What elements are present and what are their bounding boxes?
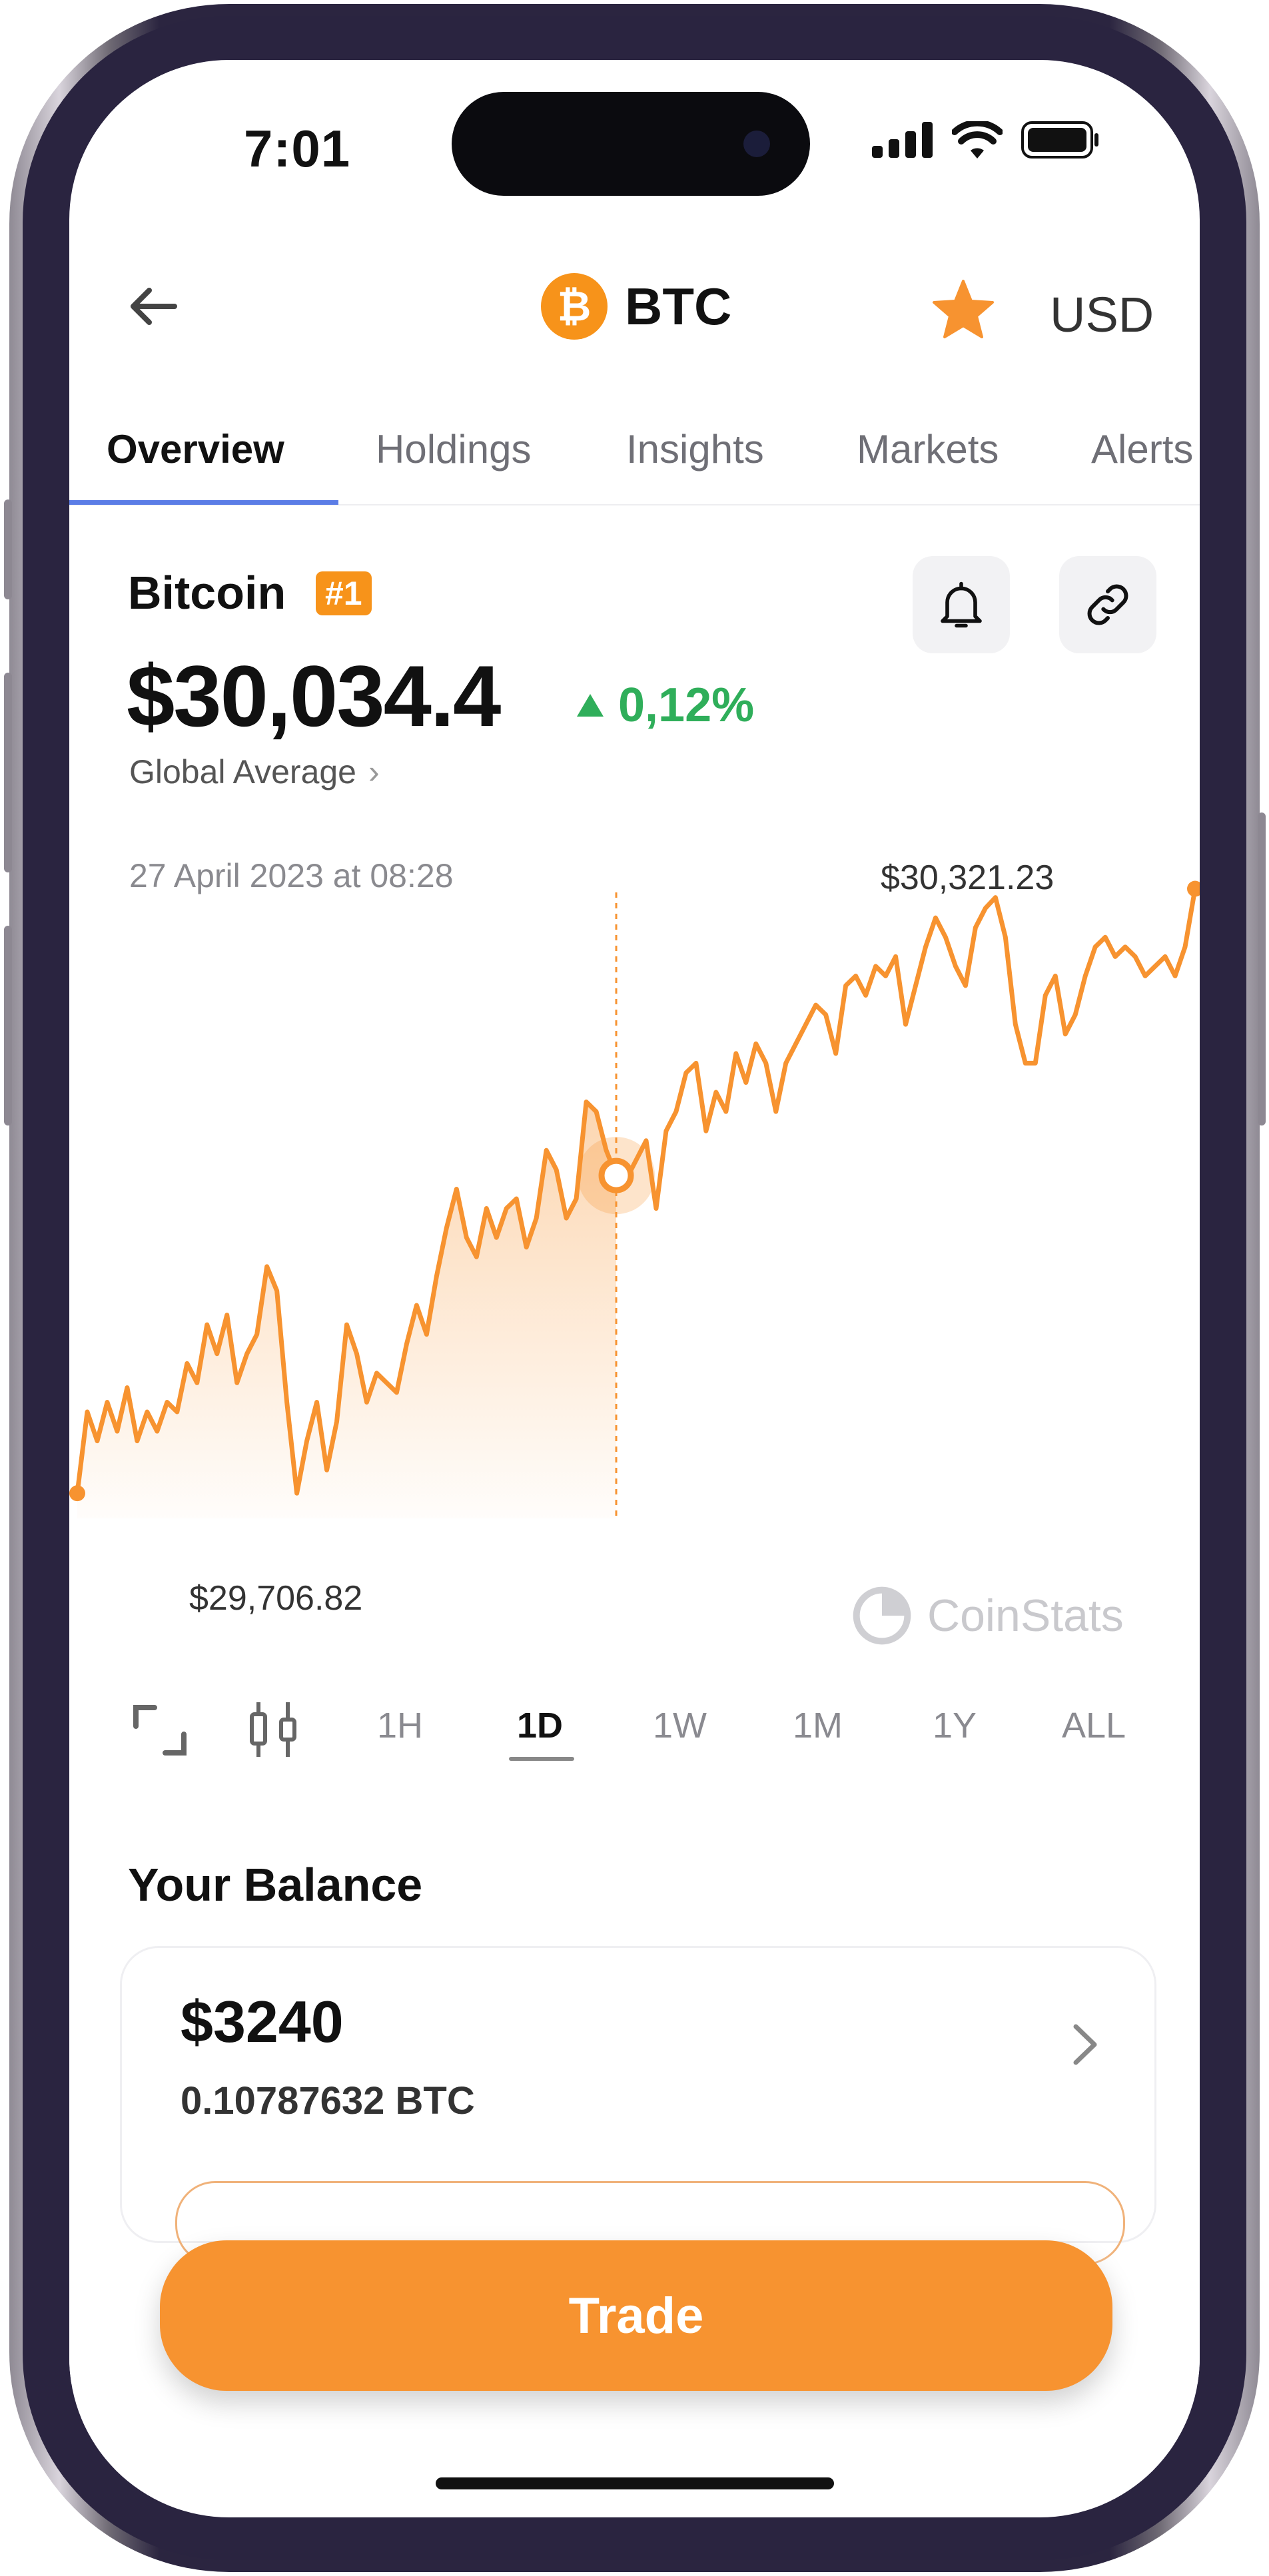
- share-link-button[interactable]: [1059, 556, 1156, 653]
- time-range-selector: 1H 1D 1W 1M 1Y ALL: [69, 1685, 1200, 1771]
- side-button-right: [1258, 812, 1266, 1126]
- side-button-left-1: [4, 499, 12, 599]
- currency-selector[interactable]: USD: [1050, 287, 1154, 342]
- rank-badge: #1: [316, 571, 372, 615]
- price-change: 0,12%: [577, 678, 754, 733]
- star-icon[interactable]: [931, 278, 995, 340]
- candlestick-icon[interactable]: [248, 1700, 301, 1760]
- side-button-left-3: [4, 926, 12, 1126]
- chart-series-line: [75, 886, 1198, 1496]
- home-indicator: [436, 2477, 834, 2489]
- expand-icon[interactable]: [133, 1705, 187, 1756]
- range-1d[interactable]: 1D: [517, 1706, 564, 1746]
- side-button-left-2: [4, 673, 12, 872]
- app-screen: 7:01 ₿ BTC USD: [69, 60, 1200, 2517]
- range-1m[interactable]: 1M: [793, 1706, 843, 1746]
- status-icons: [872, 121, 1100, 159]
- tab-alerts[interactable]: Alerts: [1091, 427, 1194, 472]
- coin-title: ₿ BTC: [541, 273, 731, 340]
- tab-holdings[interactable]: Holdings: [376, 427, 532, 472]
- tab-bar: Overview Holdings Insights Markets Alert…: [69, 400, 1200, 506]
- chart-min-point: [69, 1485, 85, 1502]
- dynamic-island: [452, 92, 810, 196]
- price-alert-button[interactable]: [913, 556, 1010, 653]
- price-source-label: Global Average: [129, 753, 356, 791]
- chart-max-label: $30,321.23: [881, 858, 1055, 897]
- link-icon: [1087, 584, 1128, 625]
- battery-icon: [1021, 121, 1098, 159]
- chart-selected-time: 27 April 2023 at 08:28: [129, 857, 454, 894]
- tab-insights[interactable]: Insights: [626, 427, 764, 472]
- app-header: ₿ BTC USD: [69, 260, 1200, 353]
- trade-button[interactable]: Trade: [160, 2240, 1112, 2391]
- balance-usd: $3240: [181, 1989, 344, 2055]
- range-all[interactable]: ALL: [1062, 1706, 1126, 1746]
- price-source-link[interactable]: Global Average ›: [129, 753, 380, 791]
- range-1y[interactable]: 1Y: [933, 1706, 977, 1746]
- wifi-icon: [952, 121, 1003, 159]
- signal-icon: [872, 122, 933, 158]
- chart-selected-point[interactable]: [598, 1157, 634, 1193]
- balance-card[interactable]: $3240 0.10787632 BTC: [120, 1946, 1156, 2265]
- chevron-right-icon: ›: [368, 753, 380, 791]
- tab-markets[interactable]: Markets: [857, 427, 999, 472]
- tab-divider: [69, 504, 1200, 505]
- coin-name: Bitcoin: [128, 567, 286, 619]
- up-triangle-icon: [577, 694, 604, 717]
- coinstats-logo-icon: [853, 1586, 911, 1645]
- arrow-left-icon[interactable]: [127, 285, 180, 328]
- coin-price: $30,034.4: [127, 647, 501, 745]
- range-1h[interactable]: 1H: [377, 1706, 424, 1746]
- tab-overview[interactable]: Overview: [107, 427, 284, 472]
- chart-min-label: $29,706.82: [189, 1579, 363, 1618]
- status-time: 7:01: [244, 119, 351, 178]
- balance-btc: 0.10787632 BTC: [181, 2079, 475, 2122]
- camera-icon: [743, 131, 770, 157]
- bell-icon: [941, 581, 982, 628]
- watermark-text: CoinStats: [927, 1590, 1124, 1641]
- range-1w[interactable]: 1W: [653, 1706, 707, 1746]
- chart-area-fill: [77, 1102, 617, 1518]
- range-active-underline: [509, 1757, 574, 1761]
- chart-max-point: [1187, 880, 1200, 897]
- bitcoin-logo-icon: ₿: [541, 273, 608, 340]
- price-change-value: 0,12%: [618, 679, 755, 732]
- coin-symbol: BTC: [625, 276, 732, 336]
- balance-title: Your Balance: [128, 1859, 423, 1911]
- coinstats-watermark: CoinStats: [851, 1585, 1124, 1646]
- chevron-right-icon: [1073, 2024, 1097, 2065]
- price-chart[interactable]: [69, 879, 1200, 1598]
- tab-active-indicator: [69, 500, 338, 505]
